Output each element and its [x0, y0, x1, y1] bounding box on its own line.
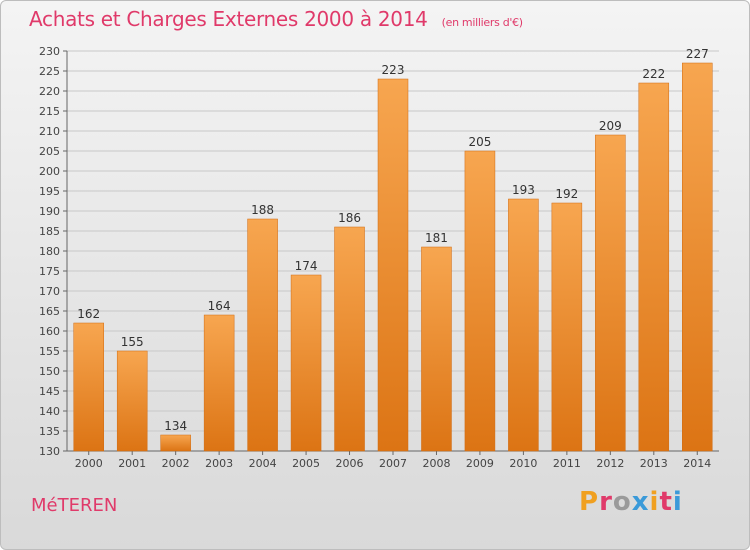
- x-tick-label: 2010: [509, 457, 537, 470]
- logo-letter: t: [659, 487, 673, 517]
- bar-2003: [203, 314, 235, 452]
- logo-letter: i: [672, 487, 683, 517]
- bar-2005: [290, 274, 322, 452]
- bar-2004: [247, 218, 278, 452]
- y-tick-label: 145: [39, 385, 60, 398]
- y-tick-label: 230: [39, 45, 60, 58]
- bar-value-label: 162: [77, 307, 100, 321]
- y-tick-label: 150: [39, 365, 60, 378]
- x-tick-label: 2013: [640, 457, 668, 470]
- y-tick-label: 225: [39, 65, 60, 78]
- bar-value-label: 164: [208, 299, 231, 313]
- y-tick-label: 165: [39, 305, 60, 318]
- y-tick-label: 140: [39, 405, 60, 418]
- bar-2006: [334, 226, 365, 452]
- x-tick-label: 2009: [466, 457, 494, 470]
- y-tick-label: 215: [39, 105, 60, 118]
- y-tick-label: 135: [39, 425, 60, 438]
- bar-value-label: 193: [512, 183, 535, 197]
- bar-2000: [73, 322, 104, 452]
- bar-2014: [682, 62, 713, 452]
- bar-value-label: 134: [164, 419, 187, 433]
- bar-value-label: 209: [599, 119, 622, 133]
- x-tick-label: 2008: [422, 457, 450, 470]
- logo-letter: P: [579, 487, 600, 517]
- bar-2010: [508, 198, 539, 452]
- logo-letter: x: [631, 487, 650, 517]
- x-tick-label: 2002: [162, 457, 190, 470]
- logo-letter: o: [612, 487, 632, 517]
- bar-2001: [116, 350, 148, 452]
- bar-value-label: 174: [295, 259, 318, 273]
- bar-value-label: 222: [642, 67, 665, 81]
- bar-2009: [464, 150, 496, 452]
- logo-letter: r: [599, 487, 613, 517]
- bar-2011: [551, 202, 583, 452]
- proxiti-logo[interactable]: Proxiti: [579, 487, 683, 517]
- y-tick-label: 160: [39, 325, 60, 338]
- x-tick-label: 2005: [292, 457, 320, 470]
- bar-value-label: 192: [555, 187, 578, 201]
- bar-2008: [421, 246, 452, 452]
- commune-name: MéTEREN: [31, 495, 118, 516]
- chart-unit: (en milliers d'€): [441, 16, 523, 29]
- bar-value-label: 186: [338, 211, 361, 225]
- y-tick-label: 210: [39, 125, 60, 138]
- bar-2007: [377, 78, 409, 452]
- x-tick-label: 2007: [379, 457, 407, 470]
- x-tick-label: 2011: [553, 457, 581, 470]
- bar-value-label: 205: [468, 135, 491, 149]
- chart-title-text: Achats et Charges Externes 2000 à 2014: [29, 7, 428, 31]
- y-tick-label: 185: [39, 225, 60, 238]
- x-tick-label: 2001: [118, 457, 146, 470]
- y-tick-label: 220: [39, 85, 60, 98]
- y-tick-label: 195: [39, 185, 60, 198]
- y-tick-label: 190: [39, 205, 60, 218]
- bar-2002: [160, 434, 191, 452]
- bar-value-label: 181: [425, 231, 448, 245]
- y-tick-label: 180: [39, 245, 60, 258]
- x-tick-label: 2004: [249, 457, 277, 470]
- y-tick-label: 200: [39, 165, 60, 178]
- bar-value-label: 155: [121, 335, 144, 349]
- bar-value-label: 188: [251, 203, 274, 217]
- y-tick-label: 175: [39, 265, 60, 278]
- x-tick-label: 2014: [683, 457, 711, 470]
- bars: 162 155 134 164 188 174 186 223 181 205 193 192 209 2…: [73, 47, 713, 452]
- y-tick-label: 170: [39, 285, 60, 298]
- bar-2012: [595, 134, 626, 452]
- chart-title: Achats et Charges Externes 2000 à 2014 (…: [29, 7, 523, 31]
- bar-value-label: 227: [686, 47, 709, 61]
- bar-value-label: 223: [382, 63, 405, 77]
- x-tick-label: 2006: [336, 457, 364, 470]
- y-tick-label: 205: [39, 145, 60, 158]
- bar-2013: [638, 82, 670, 452]
- y-tick-label: 155: [39, 345, 60, 358]
- logo-letter: i: [649, 487, 660, 517]
- x-tick-label: 2003: [205, 457, 233, 470]
- y-tick-label: 130: [39, 445, 60, 458]
- x-tick-label: 2012: [596, 457, 624, 470]
- x-tick-label: 2000: [75, 457, 103, 470]
